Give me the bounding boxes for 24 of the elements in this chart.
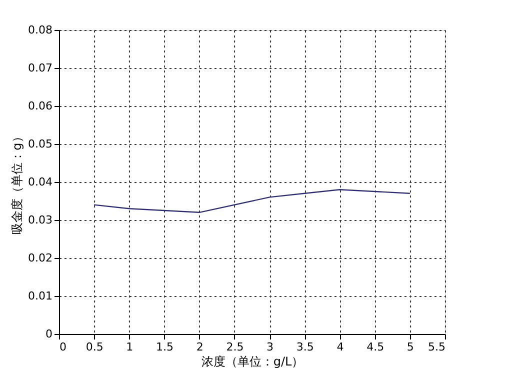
x-tick-label: 4.5 — [366, 340, 384, 354]
x-tick-label: 4 — [336, 340, 344, 354]
x-tick-label: 2.5 — [226, 340, 244, 354]
line-series — [93, 189, 411, 213]
x-tick-label: 1.5 — [156, 340, 174, 354]
y-axis-title: 吸金度（单位：g） — [10, 130, 24, 234]
y-tick-label: 0.07 — [28, 62, 52, 74]
x-tick-label: 3.5 — [296, 340, 314, 354]
x-tick-label: 2 — [196, 340, 204, 354]
x-tick-label: 5.5 — [428, 340, 446, 354]
x-tick-label: 3 — [266, 340, 274, 354]
x-tick-label: 0 — [60, 340, 66, 354]
y-tick-label: 0.03 — [28, 214, 52, 226]
y-tick-label: 0.02 — [28, 252, 52, 264]
y-tick-label: 0.05 — [28, 138, 52, 150]
x-tick-label: 0.5 — [86, 340, 104, 354]
x-tick-label: 1 — [126, 340, 134, 354]
y-tick-label: 0.04 — [28, 176, 52, 188]
x-tick-label: 5 — [406, 340, 414, 354]
y-tick-label: 0.08 — [28, 24, 52, 36]
y-tick-label: 0.01 — [28, 290, 52, 302]
y-tick-label: 0.06 — [28, 100, 52, 112]
y-tick-label: 0 — [46, 328, 52, 340]
x-axis-title: 浓度（单位：g/L） — [201, 354, 304, 368]
